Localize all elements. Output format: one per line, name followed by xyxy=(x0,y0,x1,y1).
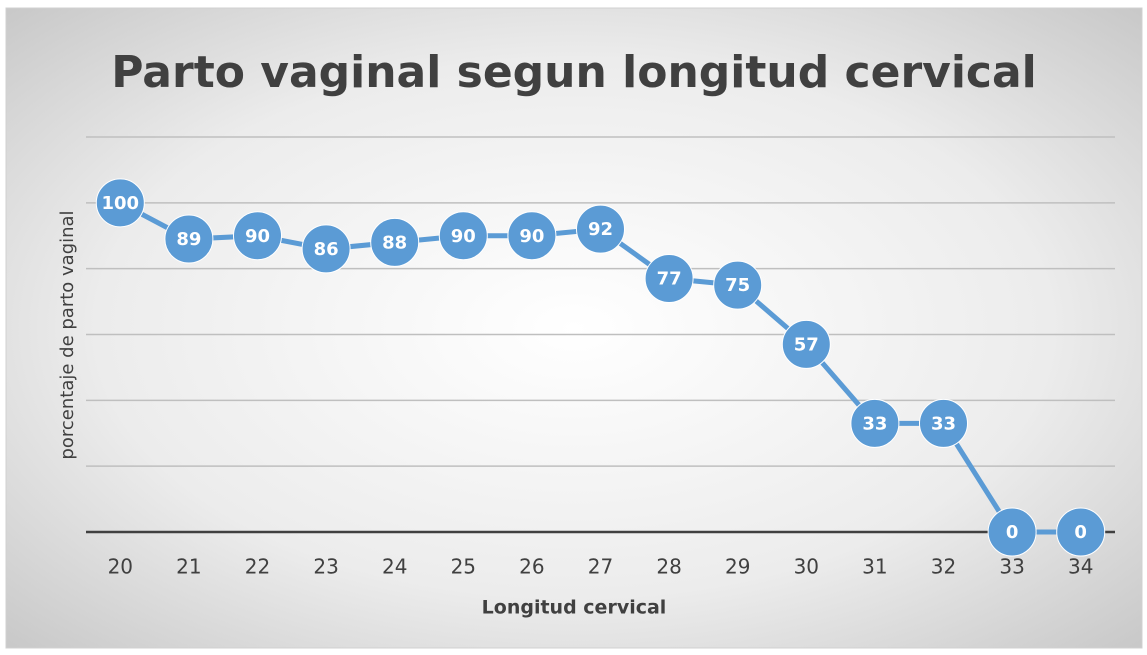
x-tick-label: 21 xyxy=(176,555,201,579)
data-label: 92 xyxy=(588,219,613,240)
x-tick-label: 29 xyxy=(725,555,750,579)
data-label: 90 xyxy=(245,226,270,247)
data-label: 33 xyxy=(862,413,887,434)
data-point xyxy=(233,211,282,261)
data-point xyxy=(301,224,351,274)
data-point xyxy=(438,211,488,261)
chart-title: Parto vaginal segun longitud cervical xyxy=(111,47,1037,98)
data-point xyxy=(919,398,968,448)
data-point xyxy=(95,178,145,228)
x-tick-label: 24 xyxy=(382,555,407,579)
x-tick-label: 27 xyxy=(588,555,613,579)
data-label: 57 xyxy=(794,334,819,355)
chart-background xyxy=(5,7,1143,649)
data-label: 90 xyxy=(451,226,476,247)
data-label: 0 xyxy=(1074,522,1087,543)
data-point xyxy=(1056,507,1106,557)
y-axis-title: porcentaje de parto vaginal xyxy=(57,210,78,459)
x-axis-title: Longitud cervical xyxy=(482,597,667,619)
data-label: 75 xyxy=(725,275,750,296)
data-point xyxy=(644,254,694,304)
x-tick-label: 20 xyxy=(108,555,133,579)
data-point xyxy=(781,319,831,369)
x-tick-label: 26 xyxy=(519,555,544,579)
data-point xyxy=(850,398,900,448)
data-label: 33 xyxy=(931,413,956,434)
x-tick-label: 25 xyxy=(451,555,476,579)
data-label: 77 xyxy=(657,269,682,290)
data-point xyxy=(713,260,763,310)
x-tick-label: 23 xyxy=(313,555,338,579)
data-point xyxy=(507,211,557,261)
data-point xyxy=(987,507,1037,557)
x-tick-label: 31 xyxy=(862,555,887,579)
x-tick-label: 30 xyxy=(794,555,819,579)
x-tick-label: 28 xyxy=(656,555,681,579)
x-tick-label: 33 xyxy=(999,555,1024,579)
x-tick-label: 22 xyxy=(245,555,270,579)
data-label: 88 xyxy=(382,232,407,253)
data-label: 100 xyxy=(102,193,140,214)
x-tick-label: 32 xyxy=(931,555,956,579)
data-point xyxy=(370,217,420,267)
data-label: 86 xyxy=(314,239,339,260)
data-label: 0 xyxy=(1006,522,1019,543)
x-tick-label: 34 xyxy=(1068,555,1093,579)
data-label: 89 xyxy=(176,229,201,250)
data-label: 90 xyxy=(519,226,544,247)
data-point xyxy=(164,214,214,264)
data-point xyxy=(576,204,625,254)
